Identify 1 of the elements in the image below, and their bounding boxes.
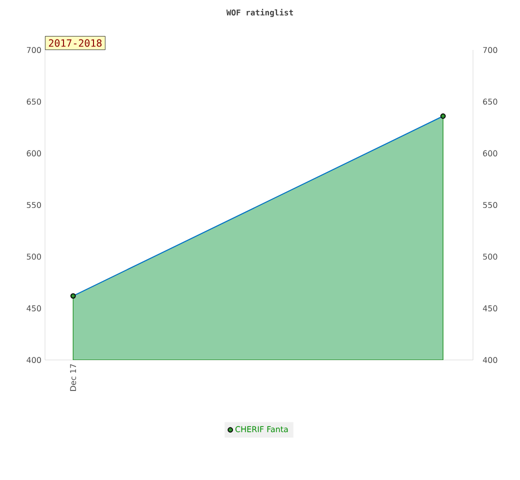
text: 2017-2018	[48, 39, 102, 47]
